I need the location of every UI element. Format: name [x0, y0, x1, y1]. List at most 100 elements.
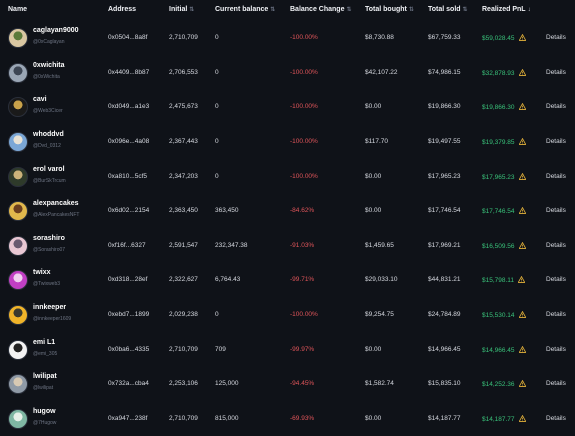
username[interactable]: innkeeper	[33, 304, 67, 312]
details-button[interactable]: Details	[546, 345, 566, 353]
balance-change-cell: -100.00%	[290, 172, 318, 180]
realized-pnl-cell: $17,746.54	[482, 207, 526, 216]
col-address[interactable]: Address	[108, 6, 136, 13]
balance-change-cell: -100.00%	[290, 34, 318, 42]
address-cell: 0xd318...28ef	[108, 276, 148, 284]
avatar[interactable]	[8, 132, 28, 153]
warning-icon[interactable]	[518, 207, 526, 216]
col-initial[interactable]: Initial ⇅	[169, 6, 194, 13]
col-realized-pnl[interactable]: Realized PnL ↓	[482, 6, 531, 13]
details-button[interactable]: Details	[546, 207, 566, 215]
address-cell: 0x0504...8a8f	[108, 34, 148, 42]
initial-cell: 2,706,553	[169, 68, 198, 76]
user-handle: @emi_305	[33, 350, 58, 357]
avatar[interactable]	[8, 305, 28, 326]
total-sold-cell: $74,986.15	[428, 68, 461, 76]
realized-pnl-value: $59,028.45	[482, 35, 515, 43]
warning-icon[interactable]	[518, 34, 526, 43]
table-row: erol varol @BurSkTrcum 0xa810...5cf5 2,347,…	[0, 159, 575, 194]
username[interactable]: twixx	[33, 269, 51, 277]
sort-icon[interactable]: ⇅	[270, 7, 276, 13]
warning-icon[interactable]	[518, 137, 526, 147]
user-handle: @0xCaglayan	[33, 39, 65, 46]
col-balance-change-label: Balance Change	[290, 6, 345, 13]
col-balance-change[interactable]: Balance Change ⇅	[290, 6, 352, 13]
avatar[interactable]	[8, 62, 28, 83]
warning-icon[interactable]	[518, 103, 526, 112]
warning-icon[interactable]	[518, 172, 526, 182]
total-bought-cell: $1,459.65	[365, 241, 394, 249]
username[interactable]: whoddvd	[33, 131, 64, 139]
details-button[interactable]: Details	[546, 414, 566, 422]
details-button[interactable]: Details	[546, 276, 566, 284]
total-sold-cell: $19,497.55	[428, 138, 461, 146]
total-sold-cell: $17,965.23	[428, 172, 461, 180]
avatar[interactable]	[8, 270, 28, 291]
sort-icon[interactable]: ⇅	[408, 7, 414, 13]
avatar[interactable]	[8, 235, 28, 256]
address-cell: 0x0ba6...4335	[108, 345, 150, 353]
realized-pnl-value: $15,798.11	[482, 277, 515, 285]
avatar[interactable]	[8, 408, 28, 429]
address-cell: 0xa810...5cf5	[108, 172, 148, 180]
username[interactable]: alexpancakes	[33, 200, 79, 208]
user-handle: @lwilipat	[33, 385, 54, 392]
total-bought-cell: $29,033.10	[365, 276, 398, 284]
details-button[interactable]: Details	[546, 34, 566, 42]
avatar[interactable]	[8, 339, 28, 360]
avatar[interactable]	[8, 97, 28, 118]
col-initial-label: Initial	[169, 6, 188, 13]
col-total-sold[interactable]: Total sold ⇅	[428, 6, 468, 13]
warning-icon[interactable]	[518, 68, 526, 78]
total-sold-cell: $44,831.21	[428, 276, 461, 284]
warning-icon[interactable]	[518, 414, 526, 424]
details-button[interactable]: Details	[546, 68, 566, 76]
address-cell: 0x6d02...2154	[108, 207, 150, 215]
details-button[interactable]: Details	[546, 311, 566, 319]
realized-pnl-cell: $14,252.36	[482, 380, 526, 389]
realized-pnl-value: $14,252.36	[482, 381, 515, 389]
warning-icon[interactable]	[518, 345, 526, 355]
sort-icon[interactable]: ⇅	[189, 7, 195, 13]
username[interactable]: sorashiro	[33, 234, 65, 242]
details-button[interactable]: Details	[546, 241, 566, 249]
col-address-label: Address	[108, 6, 137, 13]
sort-icon[interactable]: ⇅	[346, 7, 352, 13]
avatar[interactable]	[8, 201, 28, 222]
username[interactable]: lwilipat	[33, 373, 57, 381]
balance-change-cell: -100.00%	[290, 138, 318, 146]
initial-cell: 2,475,673	[169, 103, 198, 111]
col-total-bought[interactable]: Total bought ⇅	[365, 6, 414, 13]
initial-cell: 2,710,709	[169, 414, 198, 422]
warning-icon[interactable]	[518, 310, 526, 320]
realized-pnl-cell: $17,965.23	[482, 172, 526, 182]
username[interactable]: hugow	[33, 407, 56, 415]
col-realized-pnl-label: Realized PnL	[482, 6, 526, 13]
details-button[interactable]: Details	[546, 380, 566, 388]
warning-icon[interactable]	[518, 241, 526, 251]
username[interactable]: cavi	[33, 96, 47, 104]
sort-icon[interactable]: ⇅	[462, 7, 468, 13]
initial-cell: 2,322,627	[169, 276, 198, 284]
initial-cell: 2,367,443	[169, 138, 198, 146]
details-button[interactable]: Details	[546, 103, 566, 111]
sort-desc-icon[interactable]: ↓	[527, 6, 531, 13]
table-row: emi L1 @emi_305 0x0ba6...4335 2,710,709 709 -…	[0, 332, 575, 367]
details-button[interactable]: Details	[546, 172, 566, 180]
warning-icon[interactable]	[517, 276, 526, 285]
col-current-balance[interactable]: Current balance ⇅	[215, 6, 275, 13]
avatar[interactable]	[8, 374, 28, 395]
warning-icon[interactable]	[518, 380, 526, 389]
username[interactable]: erol varol	[33, 165, 65, 173]
avatar[interactable]	[8, 166, 28, 187]
username[interactable]: 0xwichita	[33, 61, 65, 69]
current-balance-cell: 815,000	[215, 414, 239, 422]
user-handle: @Sorashiro07	[33, 246, 66, 253]
address-cell: 0xa947...238f	[108, 414, 148, 422]
username[interactable]: emi L1	[33, 338, 56, 346]
details-button[interactable]: Details	[546, 138, 566, 146]
avatar[interactable]	[8, 28, 28, 49]
username[interactable]: caglayan9000	[33, 27, 79, 35]
col-name[interactable]: Name	[8, 6, 27, 13]
total-bought-cell: $42,107.22	[365, 68, 398, 76]
